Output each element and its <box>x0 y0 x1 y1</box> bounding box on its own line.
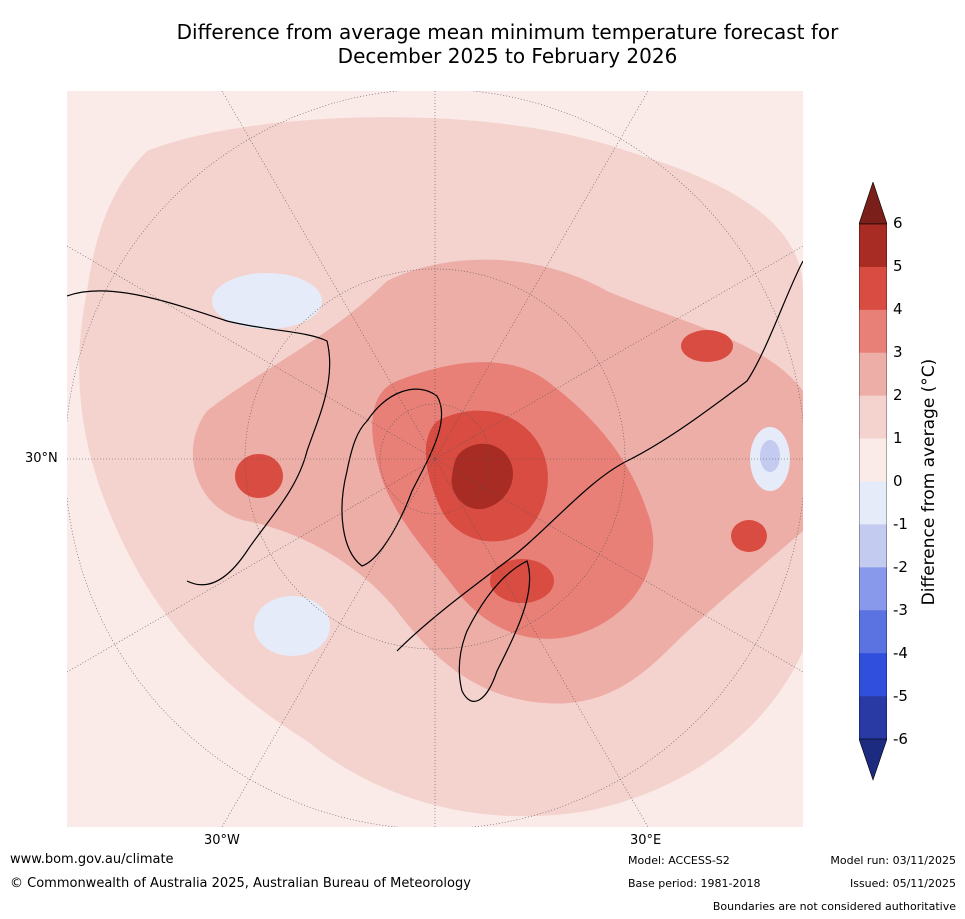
lon-label-30w: 30°W <box>204 833 240 848</box>
title-line-2: December 2025 to February 2026 <box>337 44 678 68</box>
graticule-meridian-a <box>221 91 649 827</box>
cool-anomaly-central-asia-inner <box>760 440 780 472</box>
cool-anomaly-hudson <box>212 273 322 329</box>
footer-issued: Issued: 05/11/2025 <box>849 877 956 890</box>
footer-base-period: Base period: 1981-2018 <box>628 877 761 890</box>
colorbar-tick-0: 0 <box>893 472 903 490</box>
colorbar-segment <box>859 395 887 439</box>
colorbar-segment <box>859 610 887 654</box>
title-line-1: Difference from average mean minimum tem… <box>176 20 839 44</box>
colorbar-segment <box>859 696 887 740</box>
map-canvas <box>67 91 803 827</box>
colorbar-tick-neg2: -2 <box>893 558 908 576</box>
cool-anomaly-atlantic <box>254 596 330 656</box>
graticule-meridian-c <box>67 245 803 673</box>
anomaly-band-4-5-alaska <box>235 454 283 498</box>
map-title: Difference from average mean minimum tem… <box>60 20 955 68</box>
anomaly-band-4-5-siberia <box>681 330 733 362</box>
colorbar-segment <box>859 481 887 525</box>
colorbar-tick-neg6: -6 <box>893 730 908 748</box>
graticule-meridian-b <box>221 91 649 827</box>
colorbar-under-arrow <box>858 738 888 781</box>
colorbar-over-arrow <box>858 181 888 225</box>
colorbar-segment <box>859 438 887 482</box>
colorbar-segment <box>859 567 887 611</box>
coastline-north-america <box>67 290 331 586</box>
colorbar-svg <box>858 181 888 781</box>
anomaly-band-4-5-china <box>731 520 767 552</box>
footer-website: www.bom.gov.au/climate <box>10 852 174 867</box>
coastline-scandinavia <box>458 560 531 702</box>
coastline-eurasia <box>396 260 803 652</box>
colorbar-tick-neg4: -4 <box>893 644 908 662</box>
colorbar-segment <box>859 309 887 354</box>
colorbar-tick-neg5: -5 <box>893 687 908 705</box>
colorbar-tick-1: 1 <box>893 429 903 447</box>
colorbar <box>858 181 888 782</box>
anomaly-band-4-5-barents <box>490 559 554 603</box>
colorbar-tick-neg3: -3 <box>893 601 908 619</box>
colorbar-tick-6: 6 <box>893 214 903 232</box>
lat-label-30n: 30°N <box>25 451 58 466</box>
footer-disclaimer: Boundaries are not considered authoritat… <box>712 900 956 913</box>
colorbar-segment <box>859 352 887 396</box>
footer-model: Model: ACCESS-S2 <box>628 854 730 867</box>
footer-model-run: Model run: 03/11/2025 <box>830 854 956 867</box>
colorbar-tick-3: 3 <box>893 343 903 361</box>
lon-label-30e: 30°E <box>630 833 662 848</box>
colorbar-tick-neg1: -1 <box>893 515 908 533</box>
anomaly-map <box>67 91 803 827</box>
graticule-meridian-d <box>67 245 803 673</box>
colorbar-segments <box>859 224 887 740</box>
colorbar-tick-4: 4 <box>893 300 903 318</box>
colorbar-label: Difference from average (°C) <box>919 358 939 606</box>
colorbar-segment <box>859 224 887 268</box>
colorbar-segment <box>859 524 887 568</box>
footer-copyright: © Commonwealth of Australia 2025, Austra… <box>10 876 471 891</box>
colorbar-tick-5: 5 <box>893 257 903 275</box>
colorbar-segment <box>859 653 887 697</box>
colorbar-tick-2: 2 <box>893 386 903 404</box>
anomaly-band-5-6-core <box>451 443 513 510</box>
colorbar-segment <box>859 266 887 311</box>
